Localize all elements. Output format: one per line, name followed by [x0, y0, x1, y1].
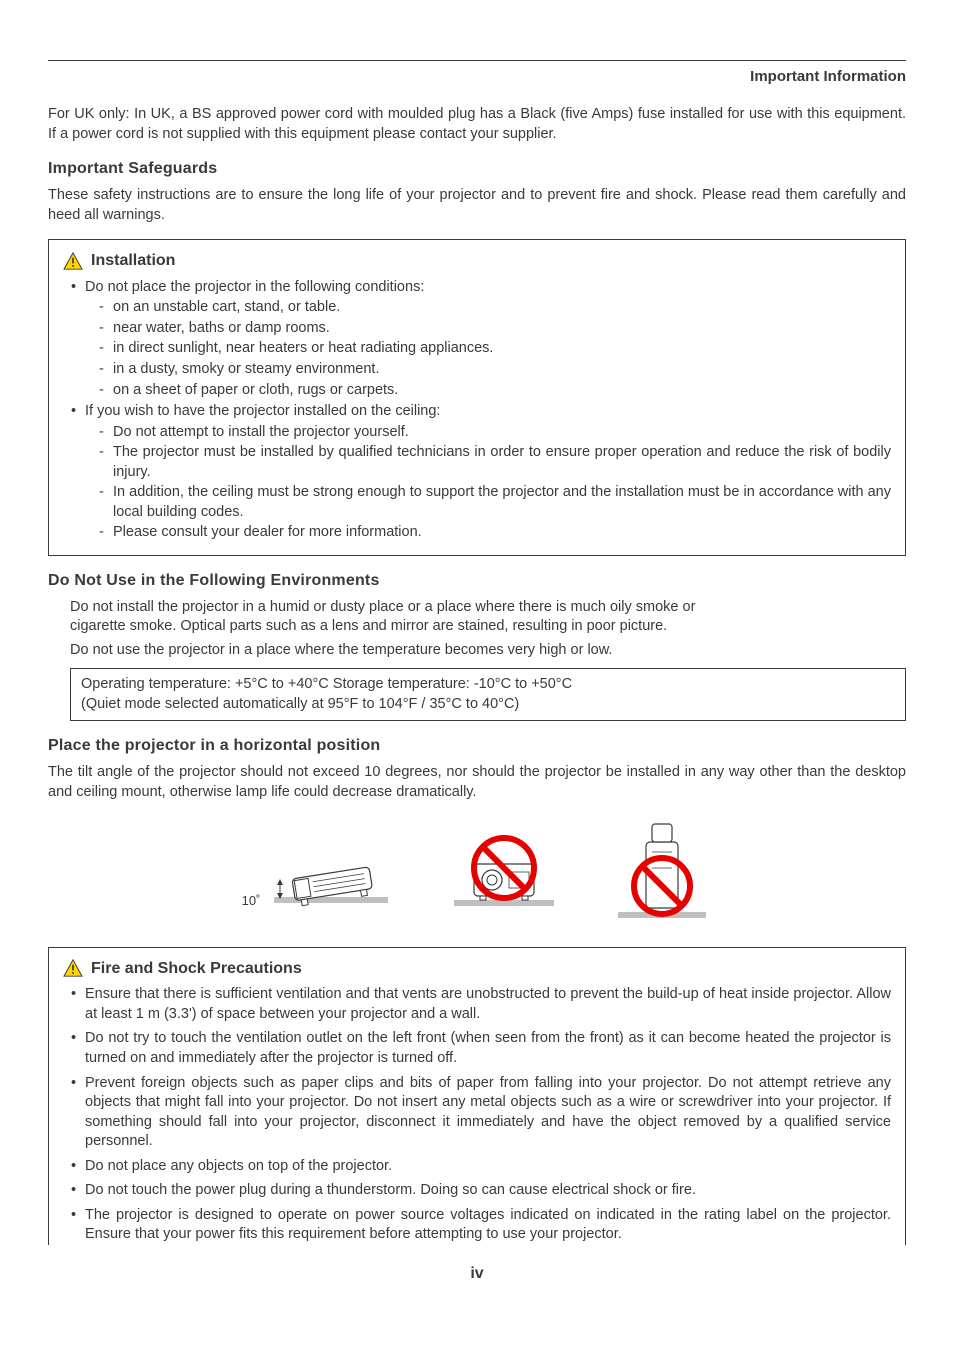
- figure-tilt: 10˚: [242, 839, 397, 909]
- fire-shock-bullet: Prevent foreign objects such as paper cl…: [71, 1074, 891, 1152]
- installation-b1-sub: on an unstable cart, stand, or table.: [99, 298, 891, 318]
- fire-shock-bullet: Do not place any objects on top of the p…: [71, 1157, 891, 1177]
- tilt-diagram-icon: [266, 839, 396, 909]
- fire-shock-bullet: The projector is designed to operate on …: [71, 1206, 891, 1245]
- donotuse-p2: Do not use the projector in a place wher…: [70, 641, 906, 661]
- installation-box: Installation Do not place the projector …: [48, 239, 906, 556]
- installation-b1-sublist: on an unstable cart, stand, or table. ne…: [85, 298, 891, 400]
- safeguards-heading: Important Safeguards: [48, 158, 906, 180]
- fire-shock-bullet: Do not try to touch the ventilation outl…: [71, 1029, 891, 1068]
- horizontal-heading: Place the projector in a horizontal posi…: [48, 735, 906, 757]
- header-rule: [48, 60, 906, 61]
- horizontal-text: The tilt angle of the projector should n…: [48, 763, 906, 802]
- angle-label: 10˚: [242, 892, 261, 910]
- safeguards-text: These safety instructions are to ensure …: [48, 186, 906, 225]
- donotuse-p1: Do not install the projector in a humid …: [70, 598, 710, 637]
- installation-b2-sub: In addition, the ceiling must be strong …: [99, 483, 891, 522]
- figure-prohibit-side: [444, 826, 564, 923]
- donotuse-heading: Do Not Use in the Following Environments: [48, 570, 906, 592]
- installation-b2-sub: Do not attempt to install the projector …: [99, 423, 891, 443]
- fire-shock-heading-row: Fire and Shock Precautions: [63, 958, 891, 980]
- figure-row: 10˚: [48, 816, 906, 933]
- temp-line2: (Quiet mode selected automatically at 95…: [81, 695, 895, 715]
- warning-icon: [63, 959, 83, 977]
- installation-heading: Installation: [91, 250, 175, 272]
- header-title: Important Information: [48, 67, 906, 87]
- installation-b2-sublist: Do not attempt to install the projector …: [85, 423, 891, 543]
- figure-prohibit-upright: [612, 816, 712, 933]
- intro-paragraph: For UK only: In UK, a BS approved power …: [48, 105, 906, 144]
- donotuse-block: Do not install the projector in a humid …: [48, 598, 906, 661]
- warning-icon: [63, 252, 83, 270]
- installation-b1-text: Do not place the projector in the follow…: [85, 279, 424, 295]
- installation-heading-row: Installation: [63, 250, 891, 272]
- installation-b2-text: If you wish to have the projector instal…: [85, 403, 440, 419]
- temp-line1: Operating temperature: +5°C to +40°C Sto…: [81, 675, 895, 695]
- fire-shock-heading: Fire and Shock Precautions: [91, 958, 302, 980]
- installation-b1-sub: in a dusty, smoky or steamy environment.: [99, 360, 891, 380]
- installation-bullet-2: If you wish to have the projector instal…: [71, 402, 891, 543]
- temperature-box: Operating temperature: +5°C to +40°C Sto…: [70, 668, 906, 721]
- page-number: iv: [48, 1263, 906, 1285]
- installation-b1-sub: on a sheet of paper or cloth, rugs or ca…: [99, 381, 891, 401]
- installation-b1-sub: in direct sunlight, near heaters or heat…: [99, 339, 891, 359]
- installation-b2-sub: The projector must be installed by quali…: [99, 443, 891, 482]
- installation-b2-sub: Please consult your dealer for more info…: [99, 523, 891, 543]
- fire-shock-box: Fire and Shock Precautions Ensure that t…: [48, 947, 906, 1245]
- fire-shock-bullet: Ensure that there is sufficient ventilat…: [71, 985, 891, 1024]
- fire-shock-bullet: Do not touch the power plug during a thu…: [71, 1181, 891, 1201]
- installation-b1-sub: near water, baths or damp rooms.: [99, 319, 891, 339]
- installation-bullet-1: Do not place the projector in the follow…: [71, 278, 891, 400]
- installation-list: Do not place the projector in the follow…: [63, 278, 891, 543]
- fire-shock-list: Ensure that there is sufficient ventilat…: [63, 985, 891, 1245]
